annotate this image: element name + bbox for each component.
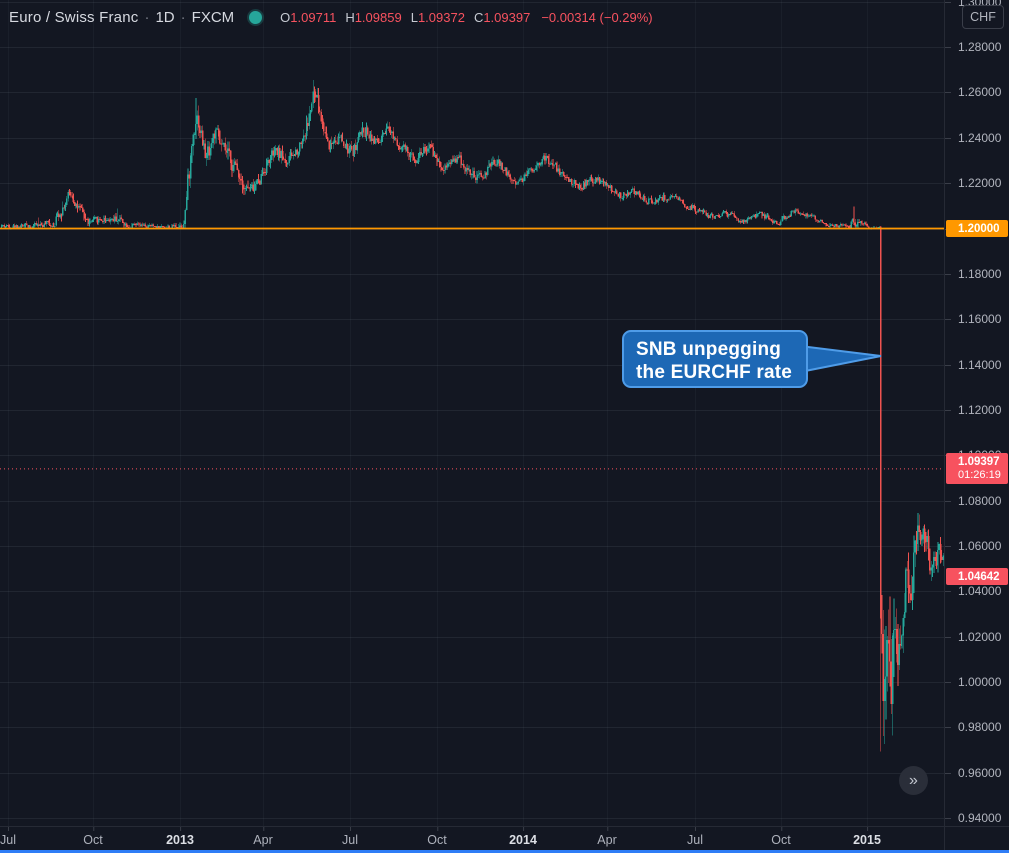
time-tick-label: Jul: [342, 827, 358, 851]
low-value: 1.09372: [417, 9, 465, 25]
bar-countdown: 01:26:19: [958, 469, 1001, 481]
price-tick-label: 1.02000: [945, 629, 1009, 645]
separator-dot: ·: [180, 8, 186, 26]
price-tick-label: 1.18000: [945, 266, 1009, 282]
low-label: L: [410, 9, 418, 25]
interval-label[interactable]: 1D: [155, 8, 175, 26]
price-tick-label: 1.06000: [945, 538, 1009, 554]
open-label: O: [280, 9, 291, 25]
price-tick-label: 0.96000: [945, 765, 1009, 781]
separator-dot: ·: [144, 8, 150, 26]
exchange-label[interactable]: FXCM: [191, 8, 235, 26]
callout-bubble[interactable]: SNB unpegging the EURCHF rate: [622, 330, 808, 388]
price-tick-label: 1.16000: [945, 311, 1009, 327]
callout-text-line1: SNB unpegging: [636, 339, 782, 360]
price-tick-label: 1.30000: [945, 0, 1009, 10]
bottom-accent-bar: [0, 850, 1009, 853]
price-tick-label: 0.98000: [945, 719, 1009, 735]
ohlc-readout: O1.09711 H1.09859 L1.09372 C1.09397 −0.0…: [280, 10, 652, 25]
time-tick-label: 2015: [853, 827, 881, 851]
close-label: C: [473, 9, 484, 25]
live-data-dot-icon[interactable]: [249, 10, 263, 24]
close-value: 1.09397: [483, 9, 531, 25]
time-tick-label: Oct: [83, 827, 103, 851]
price-tick-label: 1.28000: [945, 39, 1009, 55]
callout-pointer: [799, 344, 882, 374]
time-tick-label: Apr: [597, 827, 617, 851]
high-value: 1.09859: [354, 9, 402, 25]
symbol-title[interactable]: Euro / Swiss Franc: [9, 8, 139, 26]
time-tick-label: Apr: [253, 827, 273, 851]
currency-unit-button[interactable]: CHF: [962, 5, 1004, 29]
last-price-label: 1.09397 01:26:19: [946, 453, 1008, 484]
price-tick-label: 1.04000: [945, 583, 1009, 599]
time-tick-label: Jul: [0, 827, 16, 851]
floor-price-label: 1.20000: [946, 220, 1008, 237]
price-tick-label: 1.14000: [945, 357, 1009, 373]
price-tick-label: 1.00000: [945, 674, 1009, 690]
price-tick-label: 1.12000: [945, 402, 1009, 418]
price-axis[interactable]: CHF 1.30000 1.28000 1.26000 1.24000 1.22000 1…: [945, 0, 1009, 826]
price-tick-label: 0.94000: [945, 810, 1009, 826]
time-axis[interactable]: Jul Oct 2013 Apr Jul Oct 2014 Apr Jul Oct 2015: [0, 826, 1009, 851]
price-axis-divider: [944, 0, 945, 850]
time-tick-label: 2014: [509, 827, 537, 851]
price-tick-label: 1.22000: [945, 175, 1009, 191]
callout-text-line2: the EURCHF rate: [636, 362, 793, 383]
price-tick-label: 1.26000: [945, 84, 1009, 100]
symbol-legend: Euro / Swiss Franc · 1D · FXCM O1.09711 …: [9, 6, 653, 28]
time-tick-label: 2013: [166, 827, 194, 851]
time-tick-label: Oct: [771, 827, 791, 851]
change-value: −0.00314 (−0.29%): [541, 9, 653, 25]
price-tick-label: 1.24000: [945, 130, 1009, 146]
open-value: 1.09711: [290, 9, 337, 25]
high-label: H: [345, 9, 355, 25]
price-tick-label: 1.08000: [945, 493, 1009, 509]
candlestick-chart[interactable]: [0, 0, 944, 826]
low-price-label: 1.04642: [946, 568, 1008, 585]
time-tick-label: Oct: [427, 827, 447, 851]
go-to-latest-bar-button[interactable]: »: [899, 766, 928, 795]
time-tick-label: Jul: [687, 827, 703, 851]
